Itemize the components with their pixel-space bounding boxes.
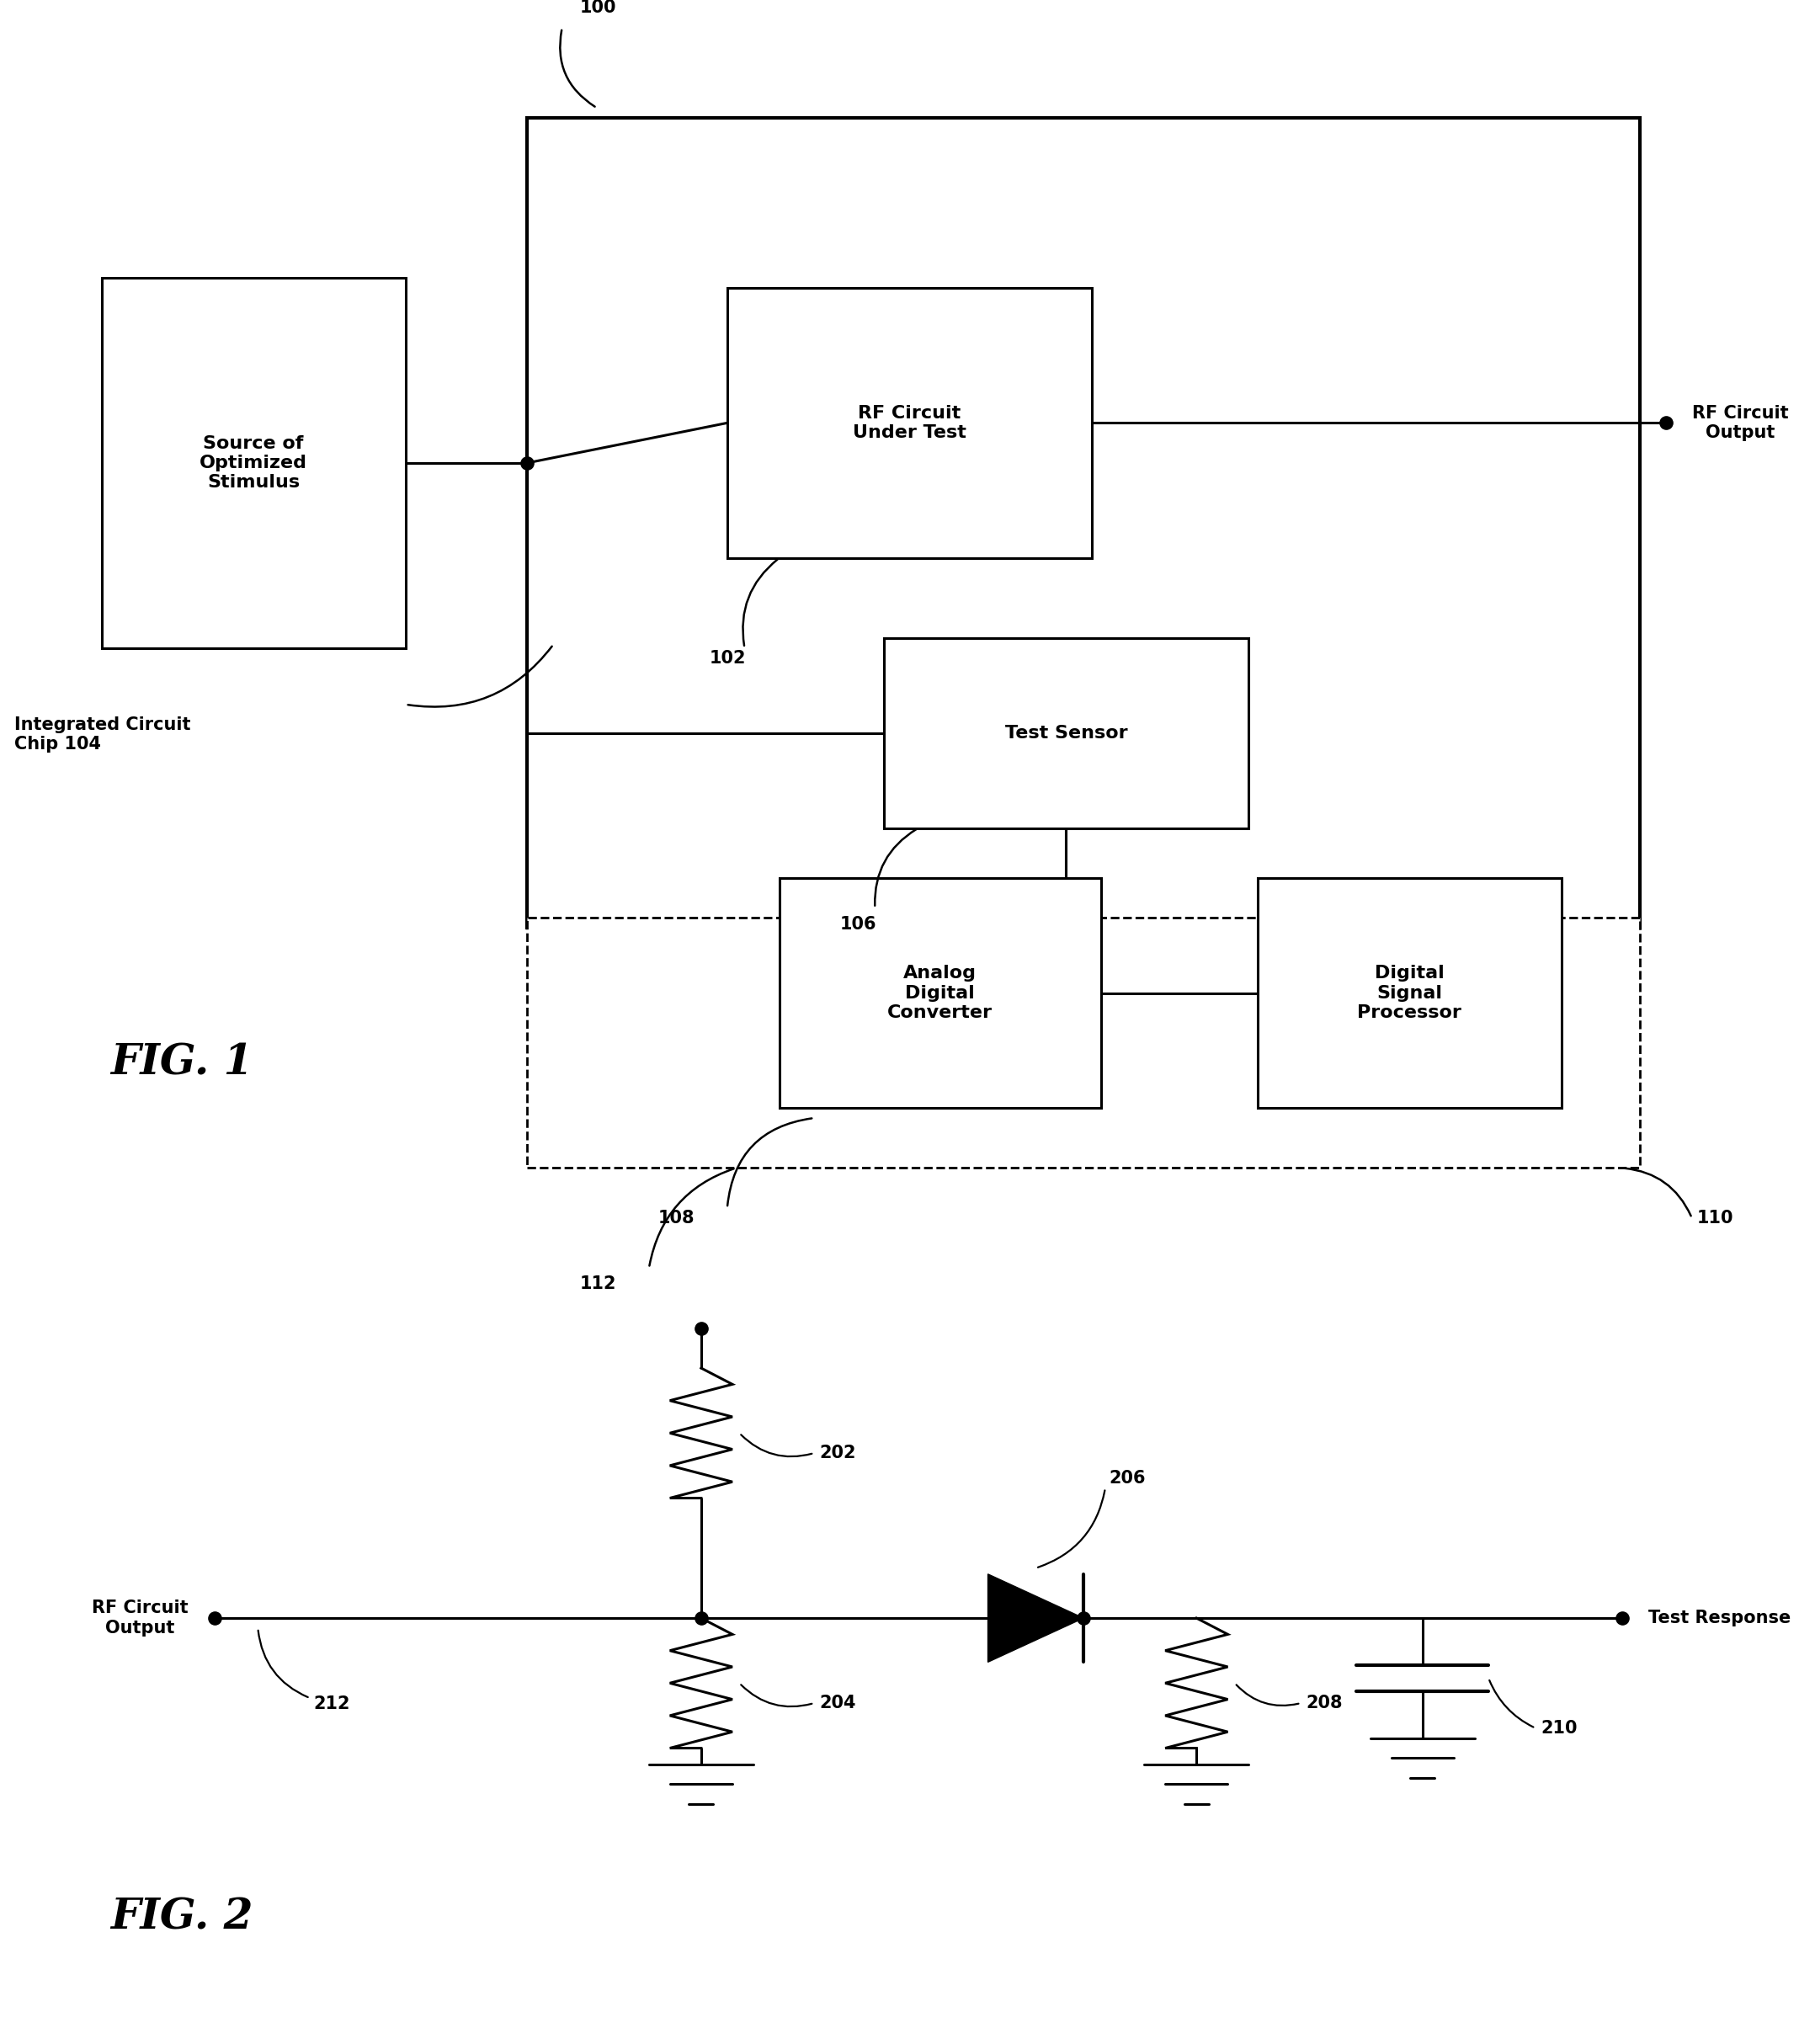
Text: Test Response: Test Response [1648, 1611, 1791, 1627]
Text: 106: 106 [840, 916, 877, 932]
Text: Integrated Circuit
Chip 104: Integrated Circuit Chip 104 [15, 715, 191, 752]
Text: RF Circuit
Under Test: RF Circuit Under Test [853, 405, 966, 442]
Point [686, 1312, 715, 1345]
Text: 100: 100 [579, 0, 615, 16]
Polygon shape [987, 1574, 1084, 1662]
Bar [779, 879, 1102, 1108]
Point [1608, 1602, 1637, 1635]
Text: 206: 206 [1109, 1470, 1145, 1486]
Point [686, 1602, 715, 1635]
Bar [528, 119, 1639, 928]
Text: Digital
Signal
Processor: Digital Signal Processor [1358, 965, 1461, 1020]
Bar [728, 288, 1093, 558]
Text: 108: 108 [657, 1210, 695, 1226]
Text: Source of
Optimized
Stimulus: Source of Optimized Stimulus [200, 435, 307, 491]
Bar [102, 278, 405, 648]
Text: Analog
Digital
Converter: Analog Digital Converter [888, 965, 993, 1020]
Text: RF Circuit
Output: RF Circuit Output [93, 1600, 189, 1637]
Point [514, 446, 543, 478]
Text: 212: 212 [314, 1697, 350, 1713]
Bar [1258, 879, 1561, 1108]
Point [1652, 407, 1681, 439]
Text: 112: 112 [579, 1275, 615, 1292]
Text: 204: 204 [819, 1694, 857, 1711]
Bar [884, 638, 1249, 828]
Text: 102: 102 [710, 650, 746, 666]
Text: RF Circuit
Output: RF Circuit Output [1692, 405, 1788, 442]
Point [1069, 1602, 1098, 1635]
Text: Test Sensor: Test Sensor [1006, 724, 1127, 742]
Text: 210: 210 [1541, 1719, 1577, 1737]
Text: FIG. 1: FIG. 1 [111, 1042, 252, 1083]
Text: FIG. 2: FIG. 2 [111, 1897, 252, 1940]
Text: 208: 208 [1307, 1694, 1343, 1711]
Point [200, 1602, 229, 1635]
Bar [528, 918, 1639, 1167]
Text: 202: 202 [819, 1445, 857, 1461]
Text: 110: 110 [1697, 1210, 1733, 1226]
